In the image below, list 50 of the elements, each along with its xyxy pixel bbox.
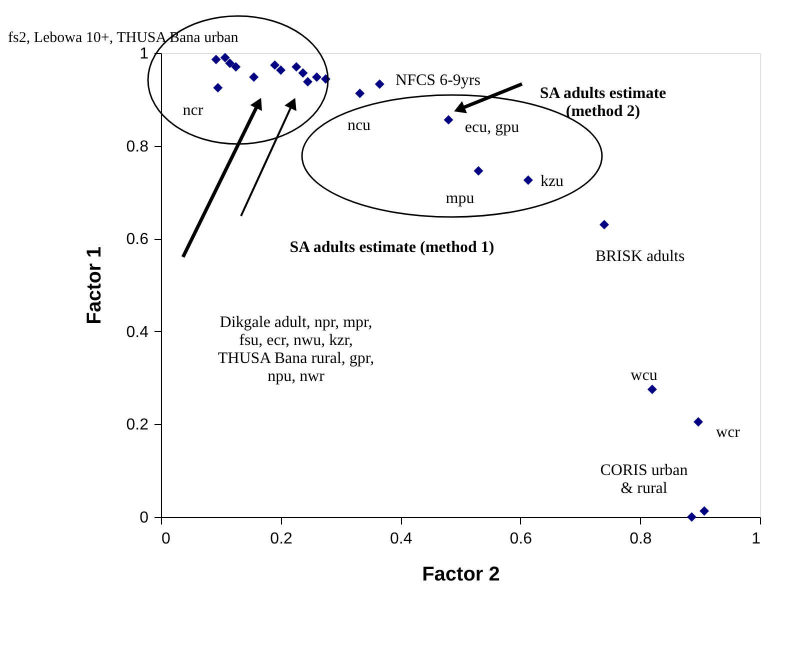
annotation: Dikgale adult, npr, mpr, fsu, ecr, nwu, kzr, THUSA Bana rural, gpr, npu, nwr	[218, 314, 374, 385]
y-axis-title: Factor 1	[83, 246, 106, 324]
point	[270, 60, 280, 70]
y-tick-label: 0	[140, 510, 149, 526]
text: fs2, Lebowa 10+, THUSA Bana urban	[8, 30, 239, 46]
point	[276, 65, 286, 75]
annotation: SA adults estimate (method 2)	[540, 85, 666, 120]
point	[523, 175, 533, 185]
x-tick-label: 0.6	[510, 530, 532, 548]
point	[225, 58, 235, 68]
point	[249, 72, 259, 82]
annotation: NFCS 6-9yrs	[396, 72, 480, 89]
point	[211, 54, 221, 64]
point	[474, 166, 484, 176]
x-tick-label: 0.8	[630, 530, 652, 548]
annotation: ncr	[182, 102, 204, 119]
point	[213, 83, 223, 93]
point	[686, 512, 696, 522]
point	[444, 115, 454, 125]
x-tick-label: 0.4	[390, 530, 412, 548]
point	[600, 220, 610, 230]
annotation: ecu, gpu	[464, 119, 520, 136]
point	[220, 52, 230, 62]
point	[292, 62, 302, 72]
point	[694, 417, 704, 427]
annotation: SA adults estimate (method 1)	[290, 239, 494, 256]
point	[303, 77, 312, 87]
point	[647, 384, 657, 394]
annotation: CORIS urban & rural	[600, 462, 688, 497]
point	[355, 88, 365, 98]
point	[700, 506, 710, 516]
y-tick-label: 0.8	[126, 138, 149, 156]
x-tick-label: 1	[752, 530, 761, 548]
point	[374, 79, 384, 89]
y-tick-label: 0.6	[126, 231, 149, 248]
annotation: BRISK adults	[595, 248, 685, 265]
x-tick-label: 0.2	[270, 530, 293, 548]
point	[312, 72, 322, 82]
annotation: mpu	[446, 190, 474, 207]
y-tick-label: 1	[140, 46, 149, 62]
x-axis-title: Factor 2	[422, 564, 500, 586]
annotation: kzu	[540, 173, 564, 190]
annotation: wcr	[716, 424, 741, 441]
y-tick-label: 0.4	[126, 324, 149, 341]
point	[231, 62, 241, 72]
x-tick-label: 0	[162, 530, 170, 548]
annotation: wcu	[630, 367, 658, 384]
annotation: ncu	[347, 117, 371, 134]
y-tick-label: 0.2	[126, 416, 149, 434]
point	[298, 68, 308, 78]
